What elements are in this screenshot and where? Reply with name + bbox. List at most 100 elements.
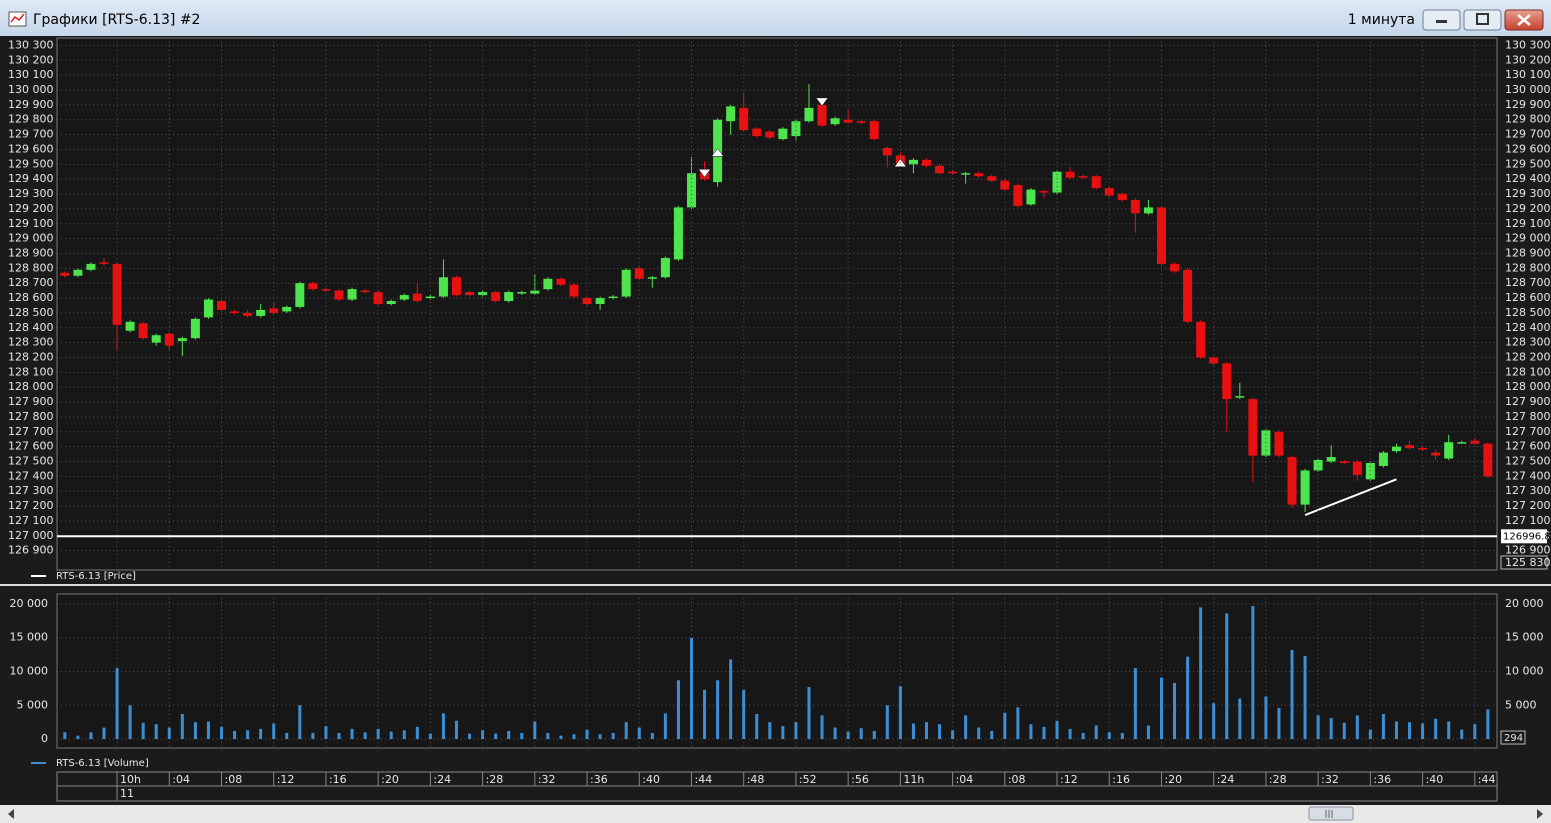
volume-bar xyxy=(167,727,171,740)
x-tick-label: :44 xyxy=(1478,773,1496,786)
volume-bar xyxy=(76,735,80,740)
volume-bar xyxy=(350,728,354,740)
scroll-thumb[interactable] xyxy=(1308,806,1354,821)
volume-bar xyxy=(1159,677,1163,740)
y-tick-label: 130 100 xyxy=(8,68,54,81)
volume-bar xyxy=(559,735,563,740)
volume-bar xyxy=(363,732,367,740)
y-tick-label: 128 900 xyxy=(8,246,54,259)
x-tick-label: :12 xyxy=(277,773,295,786)
candle-body xyxy=(399,295,409,300)
candle-body xyxy=(1235,396,1245,398)
candle-body xyxy=(1091,176,1101,189)
y-tick-label: 127 400 xyxy=(8,469,54,482)
volume-bar xyxy=(703,689,707,740)
x-tick-label: :52 xyxy=(799,773,817,786)
y-tick-label-right: 129 000 xyxy=(1505,232,1551,245)
y-tick-label: 128 500 xyxy=(8,306,54,319)
volume-bar xyxy=(755,714,759,740)
candle-body xyxy=(295,283,305,307)
x-tick-label: :04 xyxy=(172,773,190,786)
volume-bar xyxy=(1290,649,1294,740)
candle-body xyxy=(1156,207,1166,264)
y-tick-label-right: 129 200 xyxy=(1505,202,1551,215)
volume-bar xyxy=(389,731,393,740)
volume-bar xyxy=(376,728,380,740)
candle-body xyxy=(530,290,540,294)
y-tick-label-right: 128 200 xyxy=(1505,350,1551,363)
volume-bar xyxy=(898,686,902,740)
y-tick-label-right: 130 300 xyxy=(1505,38,1551,51)
volume-bar xyxy=(794,722,798,740)
volume-bar xyxy=(1146,725,1150,740)
candle-body xyxy=(308,283,318,290)
volume-bar xyxy=(1434,718,1438,740)
x-tick-label: :36 xyxy=(590,773,608,786)
volume-bar xyxy=(259,728,263,740)
candle-body xyxy=(151,335,161,343)
volume-bar xyxy=(676,680,680,740)
price-plot xyxy=(56,37,1498,571)
volume-bar xyxy=(1094,725,1098,740)
y-tick-label: 129 500 xyxy=(8,157,54,170)
candle-body xyxy=(1117,194,1127,200)
scroll-right[interactable] xyxy=(1537,809,1543,819)
volume-bar xyxy=(585,729,589,740)
x-tick-label: :04 xyxy=(956,773,974,786)
candle-body xyxy=(543,278,553,290)
y-tick-label-right: 128 000 xyxy=(1505,380,1551,393)
y-tick-label-right: 129 900 xyxy=(1505,98,1551,111)
volume-bar xyxy=(951,730,955,740)
timeframe[interactable]: 1 минута xyxy=(1348,12,1415,28)
candle-body xyxy=(660,257,670,278)
y-tick-label: 127 600 xyxy=(8,440,54,453)
y-tick-label-right: 127 600 xyxy=(1505,440,1551,453)
volume-bar xyxy=(689,637,693,740)
y-tick-label-right: 129 100 xyxy=(1505,217,1551,230)
volume-bar xyxy=(481,730,485,740)
candle-body xyxy=(243,312,253,316)
candle-body xyxy=(1313,460,1323,471)
candle-body xyxy=(908,159,918,165)
maximize-button[interactable] xyxy=(1463,9,1502,31)
x-tick-label: :16 xyxy=(1112,773,1130,786)
volume-plot xyxy=(56,593,1498,749)
candle-body xyxy=(1300,470,1310,505)
y-tick-label-right: 128 100 xyxy=(1505,365,1551,378)
candle-body xyxy=(1378,452,1388,466)
candle-body xyxy=(1170,263,1180,272)
y-tick-label-right: 128 600 xyxy=(1505,291,1551,304)
scroll-left[interactable] xyxy=(8,809,14,819)
legend-label: RTS-6.13 [Price] xyxy=(56,571,136,582)
candle-body xyxy=(216,301,226,310)
candle-body xyxy=(1039,191,1049,193)
volume-bar xyxy=(219,726,223,740)
y-tick-label-right: 126 900 xyxy=(1505,544,1551,557)
y-tick-label-right: 129 700 xyxy=(1505,128,1551,141)
candle-body xyxy=(1391,446,1401,452)
volume-bar xyxy=(716,680,720,740)
candle-body xyxy=(843,119,853,123)
y-tick-label: 129 400 xyxy=(8,172,54,185)
volume-bar xyxy=(206,721,210,740)
x-tick-label: :12 xyxy=(1060,773,1078,786)
candle-body xyxy=(987,176,997,181)
candle-body xyxy=(1026,189,1036,205)
candle-body xyxy=(517,292,527,294)
y-tick-label-right: 127 800 xyxy=(1505,410,1551,423)
scrollbar[interactable] xyxy=(0,805,1551,823)
scroll-grip xyxy=(1325,810,1333,818)
volume-bar xyxy=(507,730,511,740)
volume-bar xyxy=(637,727,641,740)
y-tick-label-right: 130 000 xyxy=(1505,83,1551,96)
candle-body xyxy=(1000,180,1010,190)
volume-bar xyxy=(102,727,106,740)
volume-bar xyxy=(154,724,158,740)
last-volume-box xyxy=(1500,730,1526,745)
trendline xyxy=(1304,478,1397,516)
candle-body xyxy=(1418,448,1428,450)
y-tick-label: 130 000 xyxy=(8,83,54,96)
candle-body xyxy=(765,131,775,138)
candle-body xyxy=(1183,269,1193,322)
y-tick-label: 126 900 xyxy=(8,544,54,557)
